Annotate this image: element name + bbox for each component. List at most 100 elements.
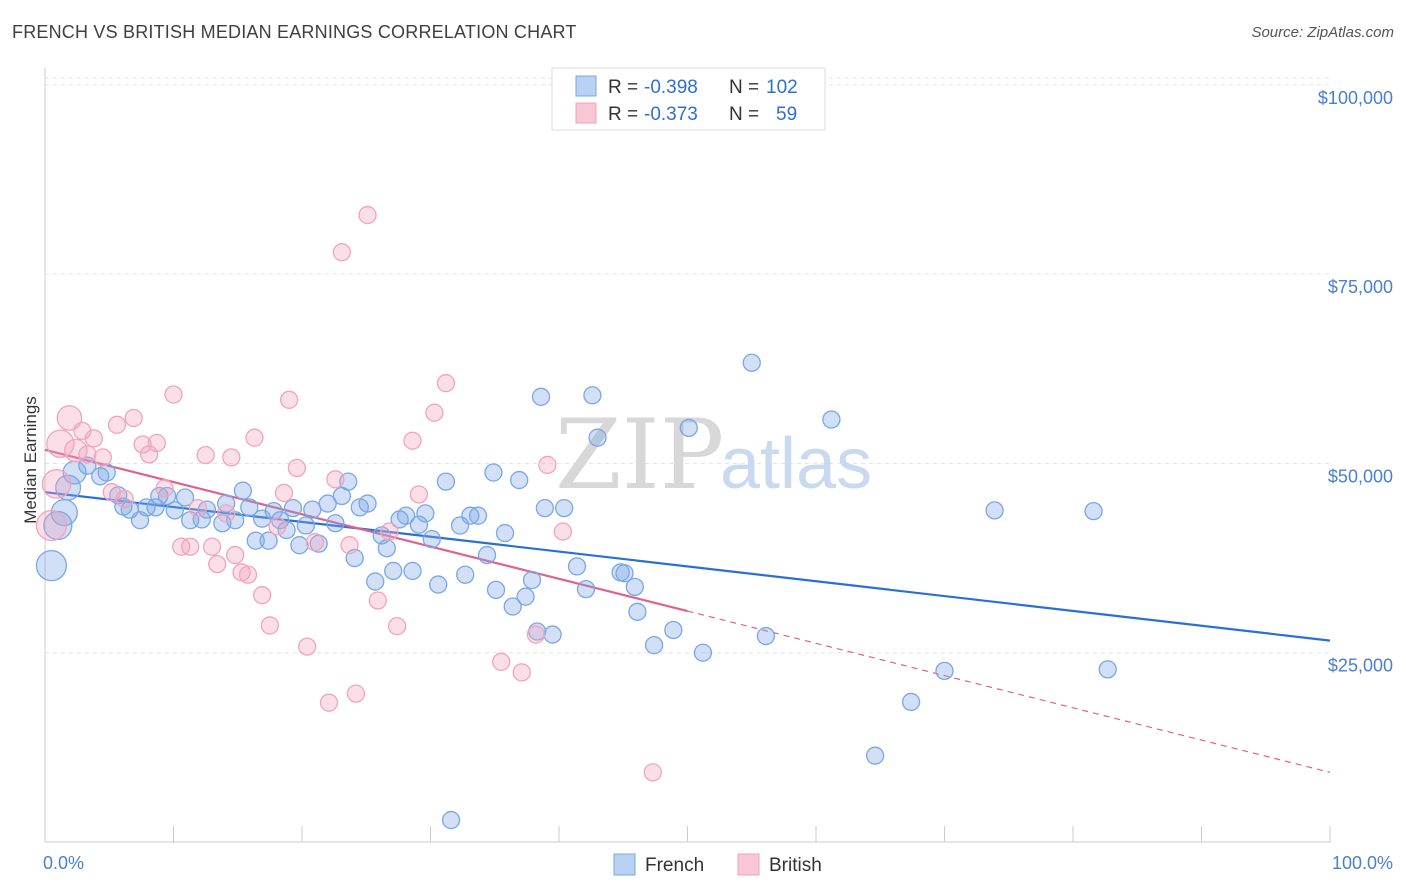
point-british <box>387 617 407 636</box>
point-french <box>429 575 448 594</box>
point-french <box>175 488 195 507</box>
point-british <box>63 438 88 463</box>
point-french <box>625 577 644 596</box>
point-british <box>147 433 166 453</box>
point-british <box>188 498 208 518</box>
legend-series: French British <box>613 853 822 876</box>
point-british <box>380 522 399 541</box>
point-british <box>346 684 366 703</box>
point-french <box>679 418 698 437</box>
point-french <box>756 626 776 646</box>
point-british <box>84 429 103 448</box>
y-tick-label: $25,000 <box>1328 656 1393 676</box>
point-french <box>484 463 503 482</box>
point-british <box>260 616 280 635</box>
point-french <box>554 498 574 518</box>
y-axis-label: Median Earnings <box>21 396 40 524</box>
point-french <box>409 515 429 534</box>
point-british <box>78 445 97 464</box>
point-british <box>181 537 200 556</box>
point-french <box>628 602 647 621</box>
point-british <box>202 537 222 556</box>
point-french <box>567 557 587 576</box>
point-french <box>384 561 403 581</box>
point-british <box>279 390 299 409</box>
legend-swatch-french <box>575 75 597 97</box>
legend-n-french: 102 <box>766 77 798 98</box>
point-french <box>822 410 841 429</box>
point-french <box>296 516 316 535</box>
legend-swatch-british <box>575 102 597 124</box>
point-french <box>516 587 535 606</box>
point-french <box>441 810 461 830</box>
x-tick-label: 0.0% <box>43 853 84 873</box>
legend-r-british: -0.373 <box>644 104 698 125</box>
legend-r-label-british: R = <box>608 104 638 125</box>
point-british <box>409 485 429 504</box>
point-french <box>233 481 253 500</box>
point-french <box>264 501 283 521</box>
point-british <box>643 763 662 782</box>
point-french <box>283 498 303 518</box>
point-french <box>326 514 345 533</box>
point-french <box>226 511 245 530</box>
point-british <box>35 509 68 542</box>
point-british <box>115 489 134 509</box>
point-british <box>226 545 245 565</box>
legend-n-british: 59 <box>776 104 797 125</box>
point-british <box>319 693 339 712</box>
point-french <box>1084 501 1103 521</box>
point-french <box>531 387 551 406</box>
point-french <box>935 661 954 681</box>
point-british <box>133 435 152 454</box>
point-french <box>510 470 529 490</box>
legend-n-label-french: N = <box>729 77 759 98</box>
point-french <box>615 564 634 583</box>
point-british <box>538 455 557 475</box>
point-british <box>340 536 359 555</box>
point-french <box>422 529 441 549</box>
watermark-zip: ZIP <box>555 399 724 511</box>
point-british <box>403 431 422 450</box>
point-french <box>901 692 921 712</box>
point-french <box>416 504 435 523</box>
trend-line-british <box>44 448 688 613</box>
point-french <box>693 643 713 662</box>
legend-bottom-label-french: French <box>645 855 704 876</box>
data-points <box>35 205 1117 830</box>
point-french <box>664 620 683 640</box>
point-french <box>742 353 761 372</box>
point-french <box>358 494 377 513</box>
chart-title: FRENCH VS BRITISH MEDIAN EARNINGS CORREL… <box>12 22 577 42</box>
point-british <box>208 554 227 574</box>
point-british <box>222 448 241 467</box>
point-french <box>461 506 480 525</box>
legend-bottom-swatch-british <box>737 853 760 876</box>
point-british <box>164 385 183 404</box>
point-french <box>303 500 322 519</box>
point-british <box>253 586 272 605</box>
point-french <box>456 565 475 584</box>
point-french <box>436 472 456 491</box>
y-tick-label: $50,000 <box>1328 466 1393 486</box>
point-french <box>217 494 236 513</box>
point-british <box>305 533 325 552</box>
point-french <box>396 506 416 525</box>
legend-bottom-label-british: British <box>769 855 822 876</box>
legend-n-label-british: N = <box>729 104 759 125</box>
watermark: ZIP atlas <box>555 399 872 511</box>
point-british <box>41 469 72 499</box>
point-french <box>576 579 596 599</box>
point-french <box>97 463 116 482</box>
point-british <box>274 483 294 503</box>
point-french <box>240 498 259 517</box>
point-british <box>512 663 531 682</box>
point-french <box>35 549 68 582</box>
legend-r-label-french: R = <box>608 77 638 98</box>
point-british <box>297 637 317 656</box>
point-british <box>526 625 546 644</box>
point-british <box>93 448 112 467</box>
point-french <box>192 510 211 529</box>
point-french <box>503 597 522 616</box>
point-british <box>553 522 573 541</box>
